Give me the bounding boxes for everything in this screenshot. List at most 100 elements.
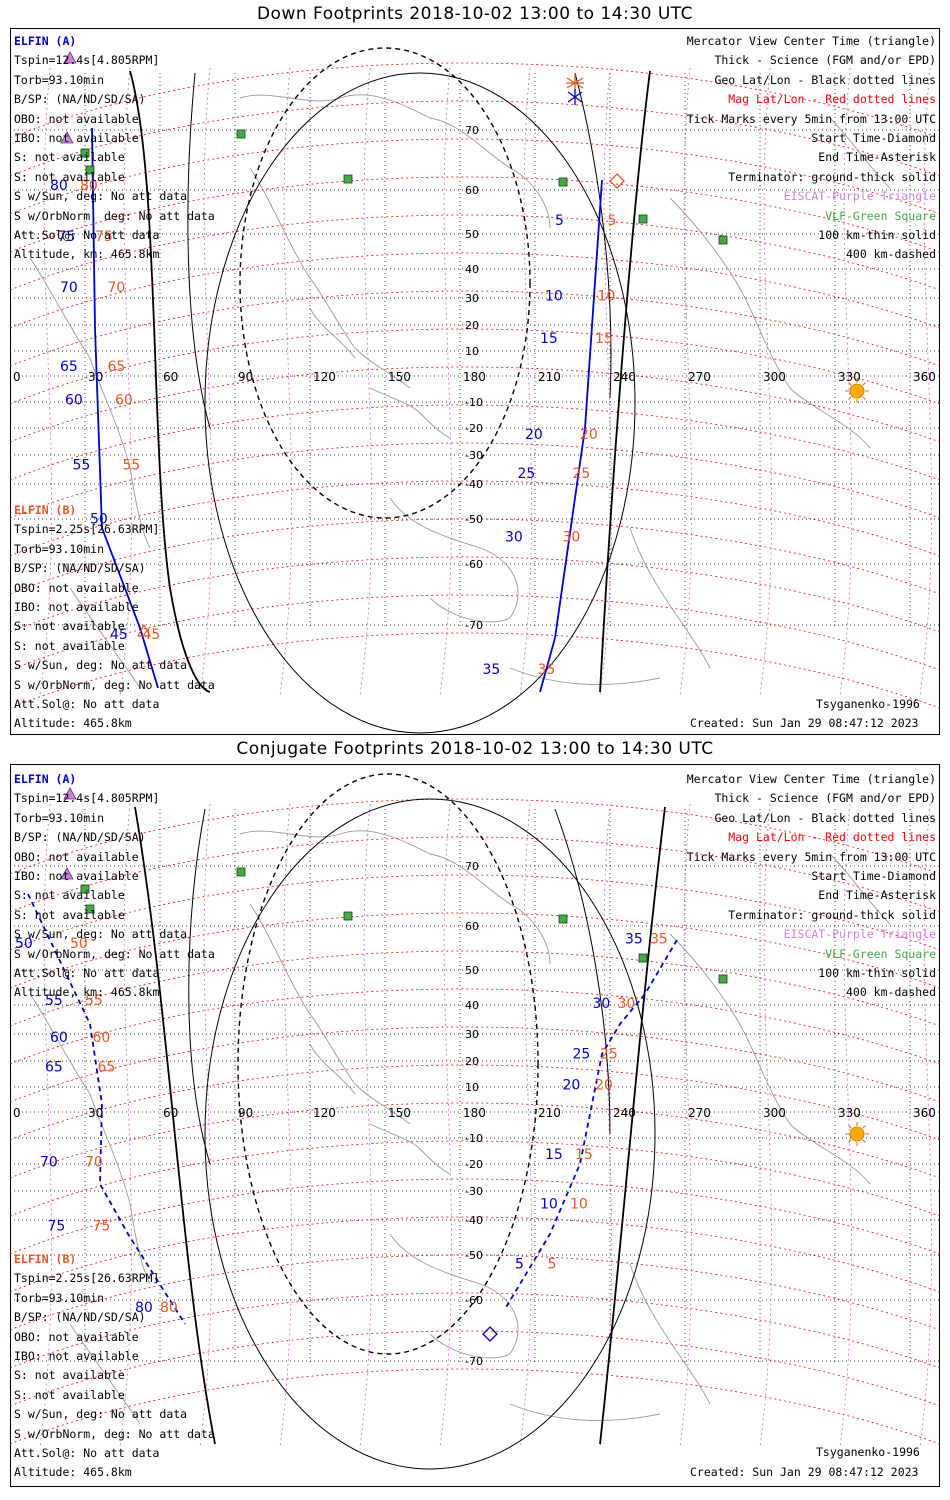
mag-parallel (10, 1216, 940, 1293)
coastline (239, 94, 551, 229)
legend-line: IBO: not available (14, 599, 139, 614)
mag-parallel (10, 1102, 940, 1179)
elfin-a-time-label: 60 (65, 393, 83, 409)
legend-line: S: not available (14, 907, 125, 922)
mag-meridian (39, 67, 52, 696)
elfin-a-time-label: 45 (110, 627, 128, 643)
elfin-a-time-label: 65 (60, 359, 78, 375)
start-time-diamond (482, 1326, 498, 1342)
mag-parallel (10, 138, 940, 215)
mag-parallel (10, 1292, 940, 1369)
legend-line: S w/OrbNorm, deg: No att data (14, 946, 215, 961)
elfin-b-time-label: 10 (598, 289, 616, 305)
vlf-station-marker (236, 867, 246, 877)
mag-parallel (10, 176, 940, 253)
elfin-a-title: ELFIN (A) (14, 34, 77, 48)
lat-tick-label: 60 (465, 920, 479, 933)
map-frame (10, 28, 940, 735)
start-time-diamond (609, 173, 625, 189)
legend-line: Tspin=12.4s[4.805RPM] (14, 791, 160, 806)
elfin-a-footprint-track-west (91, 127, 159, 689)
legend-line: OBO: not available (14, 580, 139, 595)
elfin-b-time-label: 25 (600, 1046, 618, 1062)
lon-tick-label: 240 (613, 1106, 636, 1120)
elfin-b-time-label: 75 (93, 1219, 111, 1235)
panel-title-down: Down Footprints 2018-10-02 13:00 to 14:3… (256, 4, 694, 24)
lon-tick-label: 360 (913, 1106, 936, 1120)
elfin-a-time-label: 50 (90, 512, 108, 528)
elfin-a-time-label: 20 (525, 427, 543, 443)
mag-parallel (10, 1330, 940, 1407)
elfin-b-time-label: 10 (570, 1196, 588, 1212)
key-line: Mag Lat/Lon - Red dotted lines (728, 830, 936, 845)
mag-parallel (10, 1254, 940, 1331)
end-time-asterisk-a (567, 89, 583, 105)
legend-line: S: not available (14, 888, 125, 903)
elfin-b-time-label: 20 (595, 1078, 613, 1094)
elfin-a-legend-conjugate: ELFIN (A) Tspin=12.4s[4.805RPM] Torb=93.… (14, 770, 215, 1003)
elfin-b-time-label: 65 (108, 359, 126, 375)
mag-meridian (839, 803, 852, 1448)
elfin-a-time-label: 70 (60, 280, 78, 296)
elfin-a-time-label: 30 (593, 996, 611, 1012)
mag-parallel (10, 950, 940, 1027)
sun-ray (862, 1125, 866, 1129)
legend-line: Altitude: 465.8km (14, 1465, 132, 1480)
eiscat-triangle-marker (63, 787, 77, 800)
vlf-station-marker (343, 174, 353, 184)
lon-tick-label: 30 (88, 1106, 103, 1120)
key-line: Terminator: ground-thick solid (728, 169, 936, 184)
mag-parallel (10, 442, 940, 519)
elfin-a-footprint-track (27, 893, 186, 1325)
coastline (29, 257, 151, 549)
elfin-a-time-label: 5 (515, 1257, 524, 1273)
elfin-a-time-label: 20 (563, 1078, 581, 1094)
lat-tick-label: -40 (465, 1214, 483, 1227)
vlf-station-marker (80, 884, 90, 894)
legend-line: S: not available (14, 638, 125, 653)
mag-parallel (10, 214, 940, 291)
key-line: Start Time-Diamond (811, 130, 936, 145)
lon-tick-label: 150 (388, 370, 411, 384)
legend-line: Torb=93.10min (14, 541, 105, 556)
elfin-a-time-label: 60 (50, 1030, 68, 1046)
lon-tick-label: 120 (313, 370, 336, 384)
coastline (249, 167, 411, 389)
created-label: Created: Sun Jan 29 08:47:12 2023 (690, 716, 919, 730)
mag-meridian (759, 803, 772, 1448)
coastline (669, 933, 871, 1185)
lon-tick-label: 0 (13, 370, 21, 384)
lat-tick-label: 20 (465, 1055, 479, 1068)
elfin-a-time-label: 70 (40, 1155, 58, 1171)
ring-arc (188, 808, 211, 1165)
sun-disc (849, 1126, 865, 1142)
vlf-station-marker (343, 911, 353, 921)
lon-tick-label: 360 (913, 370, 936, 384)
legend-line: S w/Sun, deg: No att data (14, 1407, 188, 1422)
vlf-station-marker (85, 904, 95, 914)
lon-tick-label: 270 (688, 370, 711, 384)
mag-parallel (10, 290, 940, 367)
elfin-b-time-label: 25 (573, 466, 591, 482)
elfin-a-time-label: 55 (73, 458, 91, 474)
mag-meridian (599, 67, 612, 696)
elfin-a-title: ELFIN (A) (14, 772, 77, 786)
mag-parallel (10, 632, 940, 709)
mag-parallel (10, 1178, 940, 1255)
elfin-a-time-label: 30 (505, 530, 523, 546)
legend-line: IBO: not available (14, 1348, 139, 1363)
visibility-ring-100km (204, 798, 656, 1470)
mag-parallel (10, 62, 940, 139)
lat-tick-label: -30 (465, 449, 483, 462)
legend-line: Altitude, km: 465.8km (14, 985, 160, 1000)
legend-line: B/SP: (NA/ND/SD/SA) (14, 830, 146, 845)
lat-tick-label: 50 (465, 964, 479, 977)
map-conjugate-footprints: 0 30 60 90 120 150 180 210 240 270 300 330 360 70 60 50… (10, 764, 940, 1487)
legend-line: Altitude, km: 465.8km (14, 247, 160, 262)
legend-line: S: not available (14, 169, 125, 184)
terminator-right (599, 806, 666, 1445)
elfin-b-time-label: 5 (608, 213, 617, 229)
lat-tick-label: 70 (465, 124, 479, 137)
mag-parallel (10, 1064, 940, 1141)
lat-tick-label: -20 (465, 422, 483, 435)
